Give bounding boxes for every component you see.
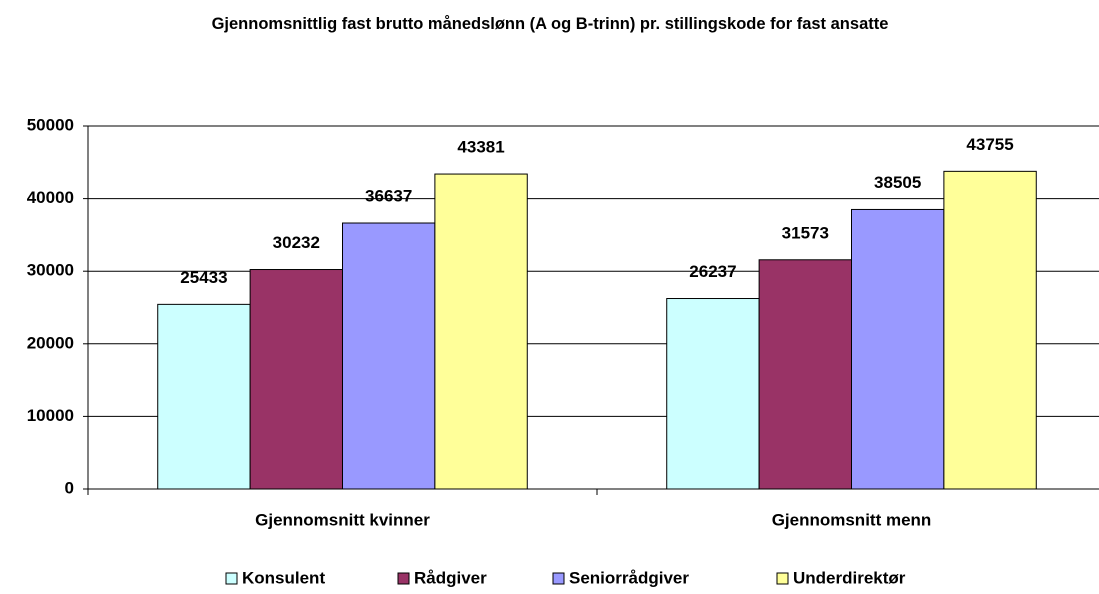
bar bbox=[943, 170, 1037, 490]
y-tick-label: 40000 bbox=[27, 188, 74, 207]
data-label: 38505 bbox=[874, 173, 921, 192]
bar bbox=[666, 298, 760, 490]
legend-swatch bbox=[552, 572, 565, 585]
data-label: 36637 bbox=[365, 186, 412, 205]
data-label: 43381 bbox=[457, 138, 504, 157]
data-label: 31573 bbox=[782, 223, 829, 242]
data-label: 26237 bbox=[689, 262, 736, 281]
bar bbox=[157, 303, 251, 490]
legend-swatch bbox=[397, 572, 410, 585]
legend-label: Rådgiver bbox=[414, 568, 487, 587]
x-tick-label: Gjennomsnitt menn bbox=[772, 510, 932, 529]
bar bbox=[342, 222, 436, 490]
y-tick-label: 0 bbox=[65, 478, 74, 497]
bar bbox=[851, 208, 945, 490]
x-tick-label: Gjennomsnitt kvinner bbox=[255, 510, 430, 529]
y-tick-label: 20000 bbox=[27, 333, 74, 352]
bar bbox=[758, 259, 853, 490]
legend-label: Seniorrådgiver bbox=[569, 568, 689, 587]
legend-label: Underdirektør bbox=[793, 568, 906, 587]
y-tick-label: 50000 bbox=[27, 115, 74, 134]
bar bbox=[249, 269, 343, 490]
data-label: 30232 bbox=[273, 233, 320, 252]
legend-label: Konsulent bbox=[242, 568, 325, 587]
data-label: 25433 bbox=[180, 268, 227, 287]
chart-title: Gjennomsnittlig fast brutto månedslønn (… bbox=[211, 15, 889, 33]
y-tick-label: 10000 bbox=[27, 406, 74, 425]
y-tick-label: 30000 bbox=[27, 261, 74, 280]
bar bbox=[434, 173, 528, 490]
legend-swatch bbox=[225, 572, 238, 585]
legend-swatch bbox=[776, 572, 789, 585]
data-label: 43755 bbox=[966, 135, 1013, 154]
